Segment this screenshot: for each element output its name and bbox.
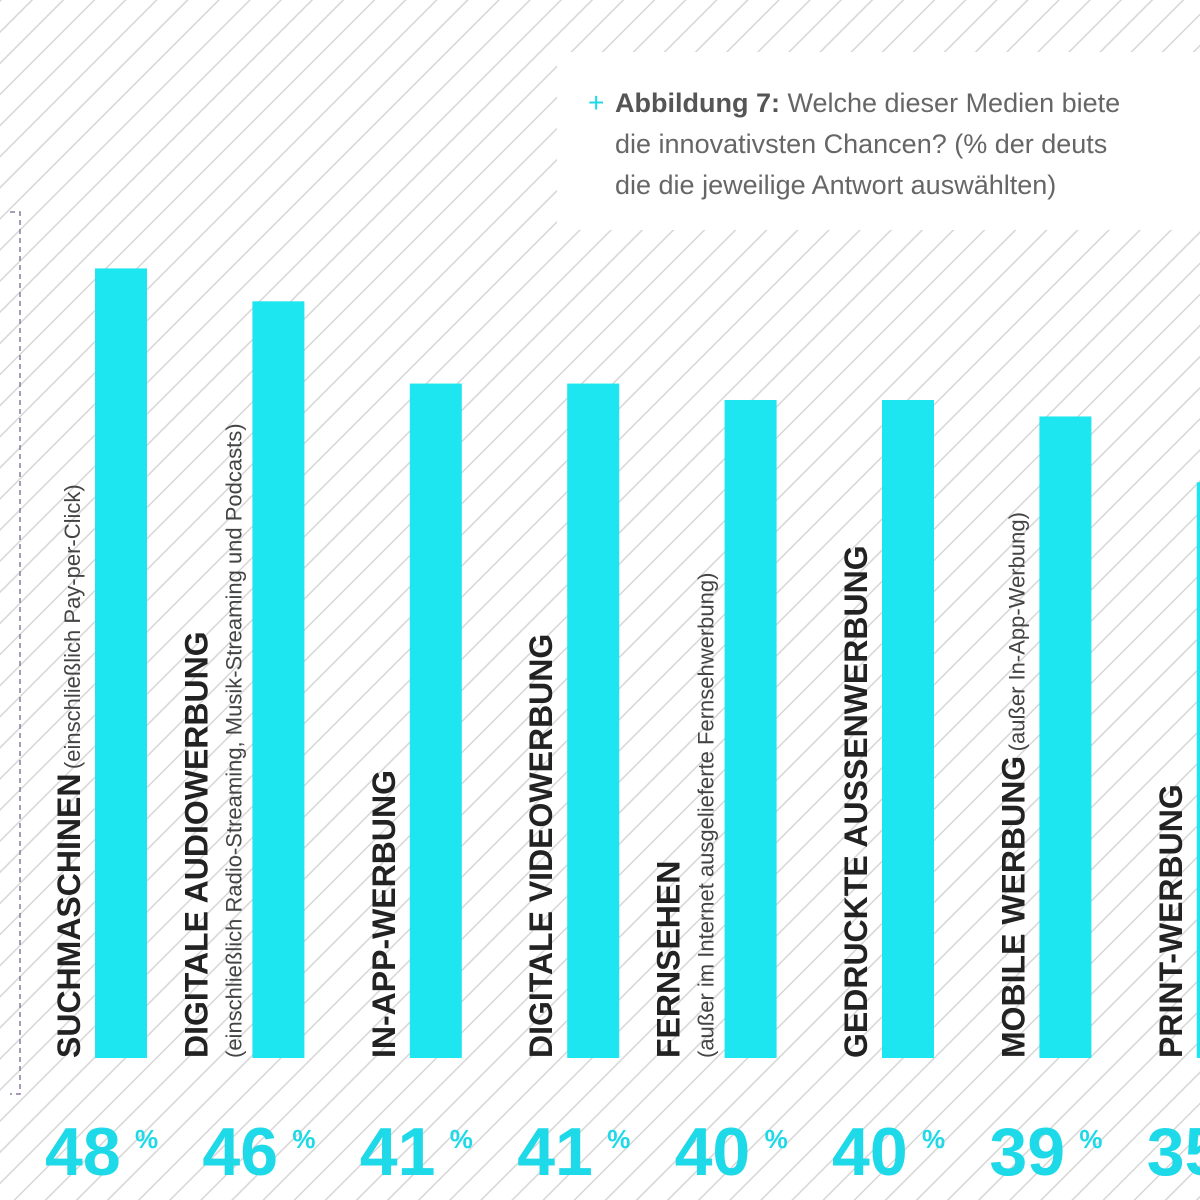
value-label: 41 (360, 1114, 436, 1190)
category-note: (außer In-App-Werbung) (1004, 512, 1029, 751)
bar (724, 400, 777, 1058)
bar (1196, 482, 1200, 1058)
category-name: PRINT-WERBUNG (1153, 784, 1189, 1058)
title-label: Abbildung 7: (615, 88, 780, 118)
title-marker: + (588, 87, 604, 118)
value-unit: % (450, 1124, 473, 1154)
value-unit: % (135, 1124, 158, 1154)
title-line: die innovativsten Chancen? (% der deuts (615, 129, 1107, 159)
value-unit: % (922, 1124, 945, 1154)
value-label: 41 (517, 1114, 593, 1190)
category-label: GEDRUCKTE AUSSENWERBUNG (838, 545, 874, 1058)
category-name: GEDRUCKTE AUSSENWERBUNG (838, 545, 874, 1058)
category-note: (einschließlich Radio-Streaming, Musik-S… (221, 423, 246, 1058)
value-unit: % (1079, 1124, 1102, 1154)
bar (409, 383, 462, 1058)
category-name: DIGITALE VIDEOWERBUNG (523, 634, 559, 1058)
category-label: SUCHMASCHINEN (einschließlich Pay-per-Cl… (51, 484, 87, 1058)
value-label: 40 (675, 1114, 751, 1190)
value-label: 35 (1147, 1114, 1200, 1190)
bar (1039, 416, 1092, 1058)
bracket (10, 211, 21, 1095)
category-name: MOBILE WERBUNG (995, 756, 1031, 1058)
category-label: IN-APP-WERBUNG (366, 770, 402, 1058)
bar (567, 383, 620, 1058)
bar (252, 301, 305, 1058)
title-text: die innovativsten Chancen? (% der deuts (615, 129, 1107, 159)
category-label: DIGITALE AUDIOWERBUNG (178, 631, 214, 1058)
bar (95, 268, 147, 1058)
value-unit: % (292, 1124, 315, 1154)
category-note: (außer im Internet ausgelieferte Fernseh… (694, 573, 719, 1058)
title: Abbildung 7: Welche dieser Medien biete d… (615, 88, 1120, 200)
value-label: 48 (45, 1114, 121, 1190)
title-line: Abbildung 7: Welche dieser Medien biete (615, 88, 1120, 118)
category-label: MOBILE WERBUNG (außer In-App-Werbung) (995, 512, 1031, 1058)
bar (882, 400, 934, 1058)
value-label: 40 (832, 1114, 908, 1190)
category-name: DIGITALE AUDIOWERBUNG (178, 631, 214, 1058)
category-name: SUCHMASCHINEN (51, 774, 87, 1058)
plot: SUCHMASCHINEN (einschließlich Pay-per-Cl… (45, 268, 1200, 1190)
value-unit: % (765, 1124, 788, 1154)
category-label: PRINT-WERBUNG (1153, 784, 1189, 1058)
category-note: (einschließlich Pay-per-Click) (60, 484, 85, 769)
category-name: IN-APP-WERBUNG (366, 770, 402, 1058)
value-label: 39 (989, 1114, 1065, 1190)
category-label: FERNSEHEN (651, 861, 687, 1058)
title-text: die die jeweilige Antwort auswählten) (615, 170, 1056, 200)
value-unit: % (607, 1124, 630, 1154)
category-label: DIGITALE VIDEOWERBUNG (523, 634, 559, 1058)
title-text: Welche dieser Medien biete (787, 88, 1120, 118)
value-label: 46 (202, 1114, 278, 1190)
category-name: FERNSEHEN (651, 861, 687, 1058)
title-box (557, 52, 1200, 230)
title-line: die die jeweilige Antwort auswählten) (615, 170, 1056, 200)
